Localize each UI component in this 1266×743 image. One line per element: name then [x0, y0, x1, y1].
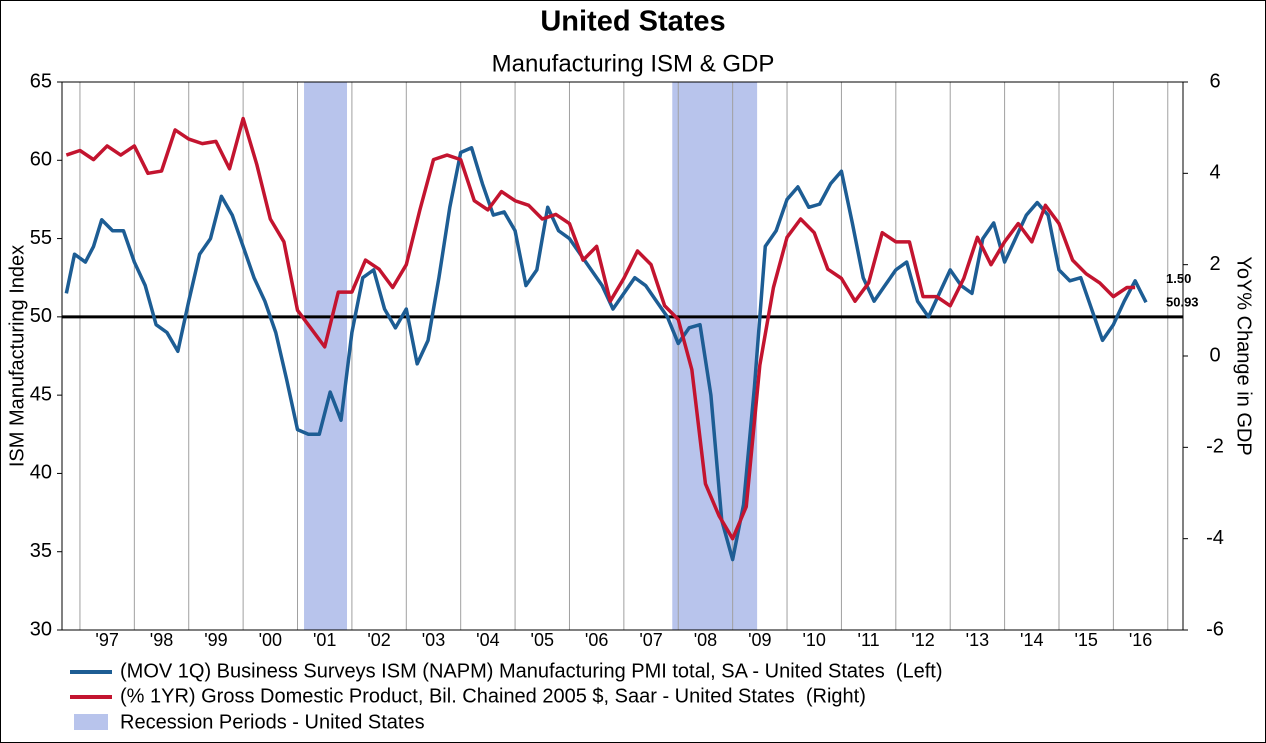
- y2-tick-label: -6: [1206, 618, 1224, 640]
- x-tick-label: '97: [95, 630, 118, 650]
- y2-tick-label: 4: [1209, 162, 1220, 184]
- x-tick-label: '11: [858, 630, 880, 650]
- x-tick-label: '06: [585, 630, 608, 650]
- y2-tick-label: 6: [1209, 70, 1220, 92]
- x-tick-label: '01: [313, 630, 336, 650]
- series-line: [65, 116, 1136, 541]
- x-tick-label: '02: [367, 630, 390, 650]
- x-tick-label: '05: [531, 630, 554, 650]
- y-tick-label: 40: [30, 462, 52, 484]
- legend-label: (MOV 1Q) Business Surveys ISM (NAPM) Man…: [120, 660, 943, 682]
- x-tick-label: '00: [259, 630, 282, 650]
- x-tick-label: '12: [911, 630, 934, 650]
- y2-axis-title: YoY% Change in GDP: [1233, 256, 1255, 455]
- x-tick-label: '98: [150, 630, 173, 650]
- y-axis-title: ISM Manufacturing Index: [6, 245, 28, 467]
- x-tick-label: '14: [1020, 630, 1043, 650]
- legend-swatch: [74, 714, 108, 730]
- y-tick-label: 30: [30, 618, 52, 640]
- x-tick-label: '15: [1074, 630, 1097, 650]
- value-label: 50.93: [1166, 295, 1199, 310]
- y-tick-label: 65: [30, 70, 52, 92]
- chart-subtitle: Manufacturing ISM & GDP: [492, 50, 775, 77]
- value-label: 1.50: [1166, 271, 1191, 286]
- y-tick-label: 50: [30, 305, 52, 327]
- series-line: [64, 146, 1148, 562]
- legend-label: (% 1YR) Gross Domestic Product, Bil. Cha…: [120, 685, 866, 707]
- x-tick-label: '99: [204, 630, 227, 650]
- plot-border: [61, 81, 1184, 631]
- x-tick-label: '13: [966, 630, 989, 650]
- y2-tick-label: -2: [1206, 436, 1224, 458]
- x-tick-label: '04: [476, 630, 499, 650]
- legend-label: Recession Periods - United States: [120, 711, 425, 733]
- y-tick-label: 35: [30, 540, 52, 562]
- x-tick-label: '03: [422, 630, 445, 650]
- x-tick-label: '08: [694, 630, 717, 650]
- x-tick-label: '07: [639, 630, 662, 650]
- x-tick-label: '16: [1129, 630, 1152, 650]
- y-tick-label: 55: [30, 227, 52, 249]
- x-tick-label: '09: [748, 630, 771, 650]
- y2-tick-label: -4: [1206, 527, 1224, 549]
- x-tick-label: '10: [802, 630, 825, 650]
- y-tick-label: 60: [30, 149, 52, 171]
- y-tick-label: 45: [30, 383, 52, 405]
- recession-band: [304, 82, 348, 630]
- y2-tick-label: 2: [1209, 253, 1220, 275]
- chart-title: United States: [540, 6, 725, 38]
- y2-tick-label: 0: [1209, 344, 1220, 366]
- recession-band: [672, 82, 758, 630]
